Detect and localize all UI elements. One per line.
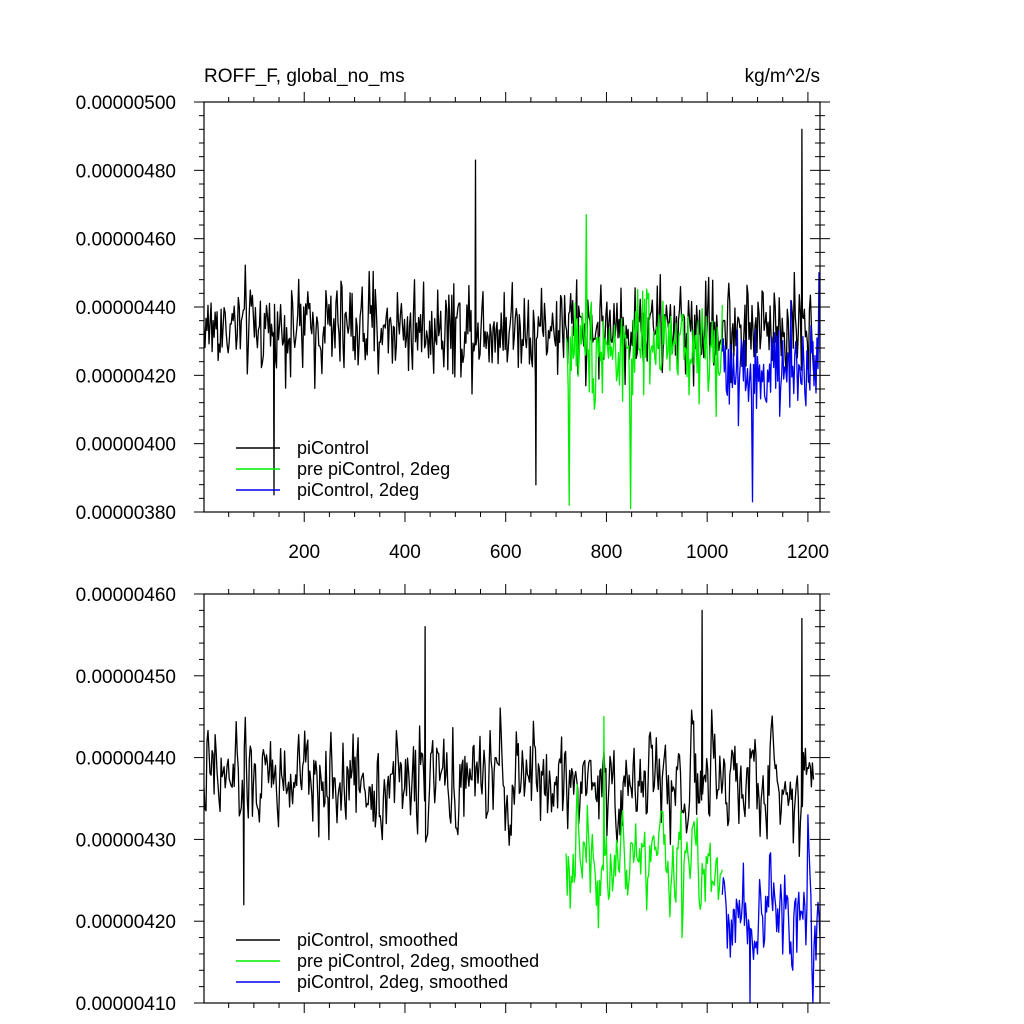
series-line-1 (204, 609, 815, 906)
panel-2: 0.00000410 0.00000420 0.00000430 0.00000440… (76, 584, 830, 1015)
x-tick-label: 600 (490, 542, 522, 563)
y-tick-label: 0.00000440 (76, 749, 176, 770)
y-tick-label: 0.00000430 (76, 830, 176, 851)
x-tick-label: 200 (288, 542, 320, 563)
chart-units: kg/m^2/s (745, 66, 820, 87)
series-line-3 (721, 814, 820, 1003)
plot-frame (203, 593, 821, 1004)
series-line-2 (565, 716, 723, 939)
y-tick-label: 0.00000420 (76, 366, 176, 387)
y-tick-label: 0.00000480 (76, 161, 176, 182)
series-line-3 (721, 272, 820, 503)
x-tick-label: 800 (591, 542, 623, 563)
plot-area (204, 609, 820, 1003)
y-tick-label: 0.00000410 (76, 994, 176, 1015)
y-tick-label: 0.00000450 (76, 667, 176, 688)
y-tick-label: 0.00000440 (76, 298, 176, 319)
x-tick-label: 400 (389, 542, 421, 563)
series-line-2 (565, 214, 723, 510)
legend-label: piControl, 2deg (297, 480, 419, 500)
legend-label: pre piControl, 2deg (297, 459, 450, 479)
y-tick-label: 0.00000380 (76, 503, 176, 524)
legend-label: piControl, 2deg, smoothed (297, 972, 508, 992)
legend-label: piControl (297, 438, 369, 458)
y-tick-label: 0.00000460 (76, 585, 176, 606)
y-tick-label: 0.00000500 (76, 93, 176, 114)
chart-title: ROFF_F, global_no_ms (204, 66, 405, 87)
legend-label: piControl, smoothed (297, 930, 458, 950)
x-tick-label: 1200 (787, 542, 829, 563)
series-line-1 (204, 128, 815, 496)
legend-label: pre piControl, 2deg, smoothed (297, 951, 539, 971)
x-tick-label: 1000 (686, 542, 728, 563)
panel-1: 200 400 600 800 1000 1200 0.00000380 0.00000400… (76, 92, 830, 563)
y-tick-label: 0.00000460 (76, 230, 176, 251)
plot-area (204, 128, 820, 510)
y-tick-label: 0.00000420 (76, 912, 176, 933)
y-tick-label: 0.00000400 (76, 435, 176, 456)
